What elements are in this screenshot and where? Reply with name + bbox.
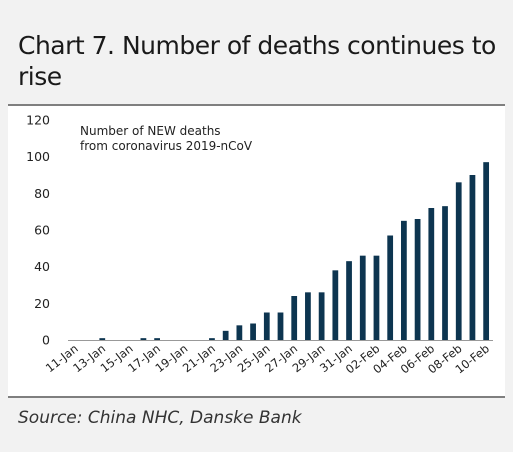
bar [401, 220, 407, 340]
y-tick-label: 60 [34, 223, 50, 238]
y-tick-label: 80 [34, 186, 50, 201]
y-tick-label: 100 [26, 149, 50, 164]
bar [442, 206, 448, 340]
bar [222, 330, 229, 340]
bar [154, 338, 160, 340]
bar [469, 175, 476, 340]
bar [483, 162, 490, 340]
bar [414, 219, 421, 340]
title-bar: Chart 7. Number of deaths continues to r… [0, 0, 513, 104]
bar [455, 182, 462, 340]
bar [305, 292, 311, 340]
chart-title: Chart 7. Number of deaths continues to r… [18, 31, 496, 91]
bar [277, 312, 284, 340]
bar [332, 270, 339, 340]
bar [140, 338, 147, 340]
top-divider [8, 104, 505, 106]
bar [318, 292, 325, 340]
y-tick-label: 40 [34, 259, 50, 274]
annotation-line: from coronavirus 2019-nCoV [80, 139, 253, 153]
plot-area: 0 20 40 60 80 100 120 Number of NEW deaths from… [8, 106, 505, 396]
bar [291, 296, 298, 340]
bar [209, 338, 215, 340]
bar [346, 261, 352, 340]
y-tick-label: 120 [26, 113, 50, 128]
bar [428, 208, 435, 340]
y-tick-label: 20 [34, 296, 50, 311]
annotation-line: Number of NEW deaths [80, 124, 221, 138]
bar [359, 255, 366, 340]
bar [250, 323, 256, 340]
y-axis: 0 20 40 60 80 100 120 [26, 113, 50, 348]
bar [387, 235, 394, 340]
x-axis: 11-Jan13-Jan15-Jan17-Jan19-Jan21-Jan23-J… [43, 340, 493, 376]
y-tick-label: 0 [42, 333, 50, 348]
bar-chart: 0 20 40 60 80 100 120 Number of NEW deathsfrom… [26, 113, 493, 376]
bar [236, 325, 243, 340]
bar [263, 312, 270, 340]
bottom-divider [8, 396, 505, 398]
source-note: Source: China NHC, Danske Bank [18, 408, 302, 428]
bar [373, 255, 380, 340]
bars-group [99, 162, 490, 340]
bar [99, 338, 106, 340]
